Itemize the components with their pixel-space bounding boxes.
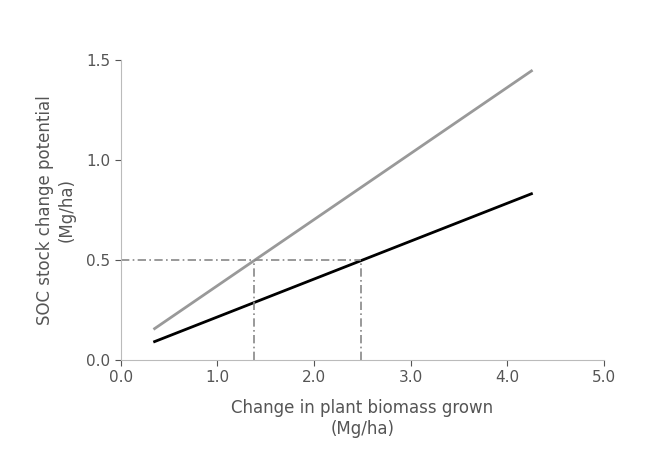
Y-axis label: SOC stock change potential
(Mg/ha): SOC stock change potential (Mg/ha) bbox=[36, 95, 75, 325]
X-axis label: Change in plant biomass grown
(Mg/ha): Change in plant biomass grown (Mg/ha) bbox=[231, 399, 493, 437]
